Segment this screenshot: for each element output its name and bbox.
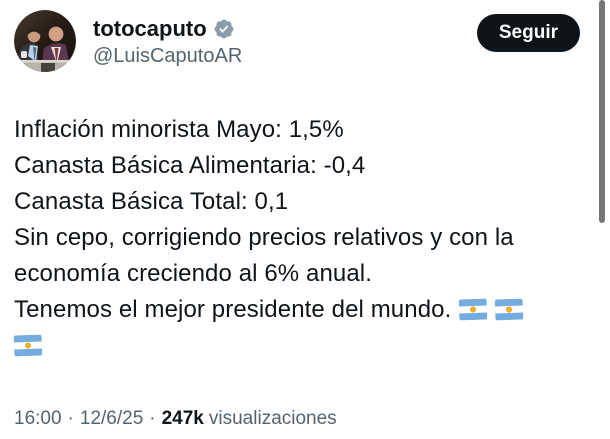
display-name[interactable]: totocaputo: [93, 16, 207, 41]
separator-dot: ·: [67, 408, 74, 429]
tweet-header: totocaputo @LuisCaputoAR: [14, 10, 242, 72]
tweet-text-line: economía creciendo al 6% anual.: [14, 260, 372, 287]
verified-badge-icon: [213, 18, 235, 40]
profile-photo: [14, 10, 76, 72]
timestamp: 16:00: [14, 408, 62, 429]
tweet-text-line: Tenemos el mejor presidente del mundo.: [14, 292, 590, 328]
scrollbar[interactable]: [599, 0, 605, 223]
tweet-text-line: Sin cepo, corrigiendo precios relativos …: [14, 224, 514, 251]
argentina-flag-icon: [495, 298, 524, 321]
tweet-text-line: Canasta Básica Total: 0,1: [14, 188, 289, 215]
avatar[interactable]: [14, 10, 76, 72]
separator-dot: ·: [149, 408, 156, 429]
name-block: totocaputo @LuisCaputoAR: [93, 10, 242, 67]
tweet-text: Inflación minorista Mayo: 1,5% Canasta Bá…: [13, 112, 590, 364]
tweet-text-line: Canasta Básica Alimentaria: -0,4: [14, 152, 366, 179]
argentina-flag-icon: [13, 334, 43, 357]
follow-button[interactable]: Seguir: [476, 14, 580, 52]
views-label: visualizaciones: [208, 408, 337, 429]
tweet-meta[interactable]: 16:00 · 12/6/25 · 247k visualizaciones: [14, 408, 337, 430]
user-handle[interactable]: @LuisCaputoAR: [93, 45, 243, 68]
tweet-text-line: [13, 328, 590, 364]
argentina-flag-icon: [459, 298, 488, 321]
tweet-text-line: Inflación minorista Mayo: 1,5%: [14, 116, 344, 143]
views-count: 247k: [161, 408, 204, 429]
date: 12/6/25: [79, 408, 144, 429]
